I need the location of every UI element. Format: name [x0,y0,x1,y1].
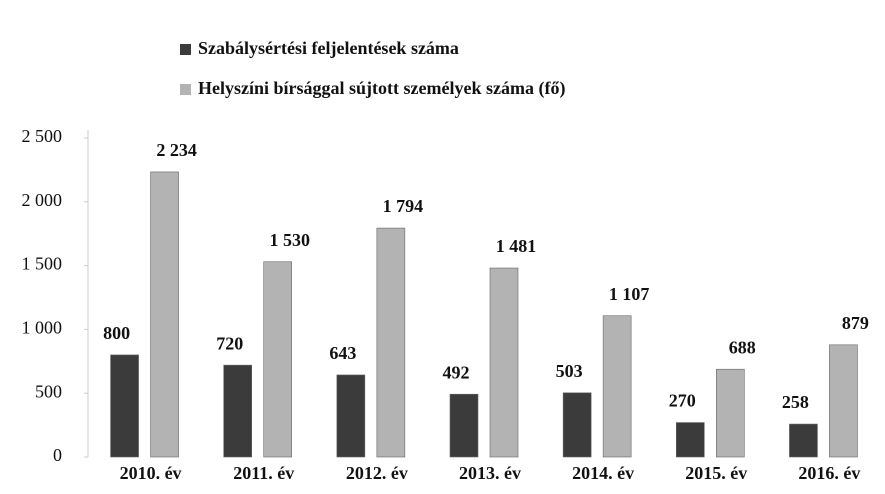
legend-label: Szabálysértési feljelentések száma [198,38,459,58]
data-label: 258 [782,392,809,412]
data-label: 270 [669,391,696,411]
y-tick-label: 1 000 [22,318,63,338]
x-tick-label: 2015. év [685,463,747,483]
data-label: 492 [443,362,470,382]
bar [602,315,632,458]
data-label: 688 [729,337,756,357]
data-label: 1 794 [383,196,424,216]
data-label: 1 107 [609,284,650,304]
bar [789,423,818,458]
x-tick-label: 2016. év [798,463,860,483]
bar [489,267,519,458]
data-label: 2 234 [156,140,197,160]
y-tick-label: 500 [35,381,62,401]
y-tick-label: 2 000 [22,190,63,210]
y-tick-label: 1 500 [22,254,63,274]
bar [223,364,253,458]
data-label: 1 530 [269,230,310,250]
x-tick-label: 2012. év [346,463,408,483]
legend-swatch [180,44,191,55]
data-label: 643 [329,343,356,363]
bar [150,171,179,458]
y-tick-label: 2 500 [22,126,63,146]
legend-label: Helyszíni bírsággal sújtott személyek sz… [198,78,565,99]
data-label: 503 [556,361,583,381]
legend-swatch [180,84,191,95]
bar [110,354,139,458]
bar [449,393,479,458]
y-tick-label: 0 [53,445,62,465]
bar [829,344,858,458]
bar [263,261,293,458]
bar [715,368,745,458]
data-label: 800 [103,323,130,343]
data-label: 720 [216,333,243,353]
x-tick-label: 2011. év [233,463,294,483]
bar [675,422,705,458]
data-label: 1 481 [496,236,537,256]
x-tick-label: 2010. év [120,463,182,483]
bar [336,374,366,458]
data-label: 879 [842,313,869,333]
bar [562,392,592,458]
x-tick-label: 2013. év [459,463,521,483]
bar [376,227,406,458]
x-tick-label: 2014. év [572,463,634,483]
